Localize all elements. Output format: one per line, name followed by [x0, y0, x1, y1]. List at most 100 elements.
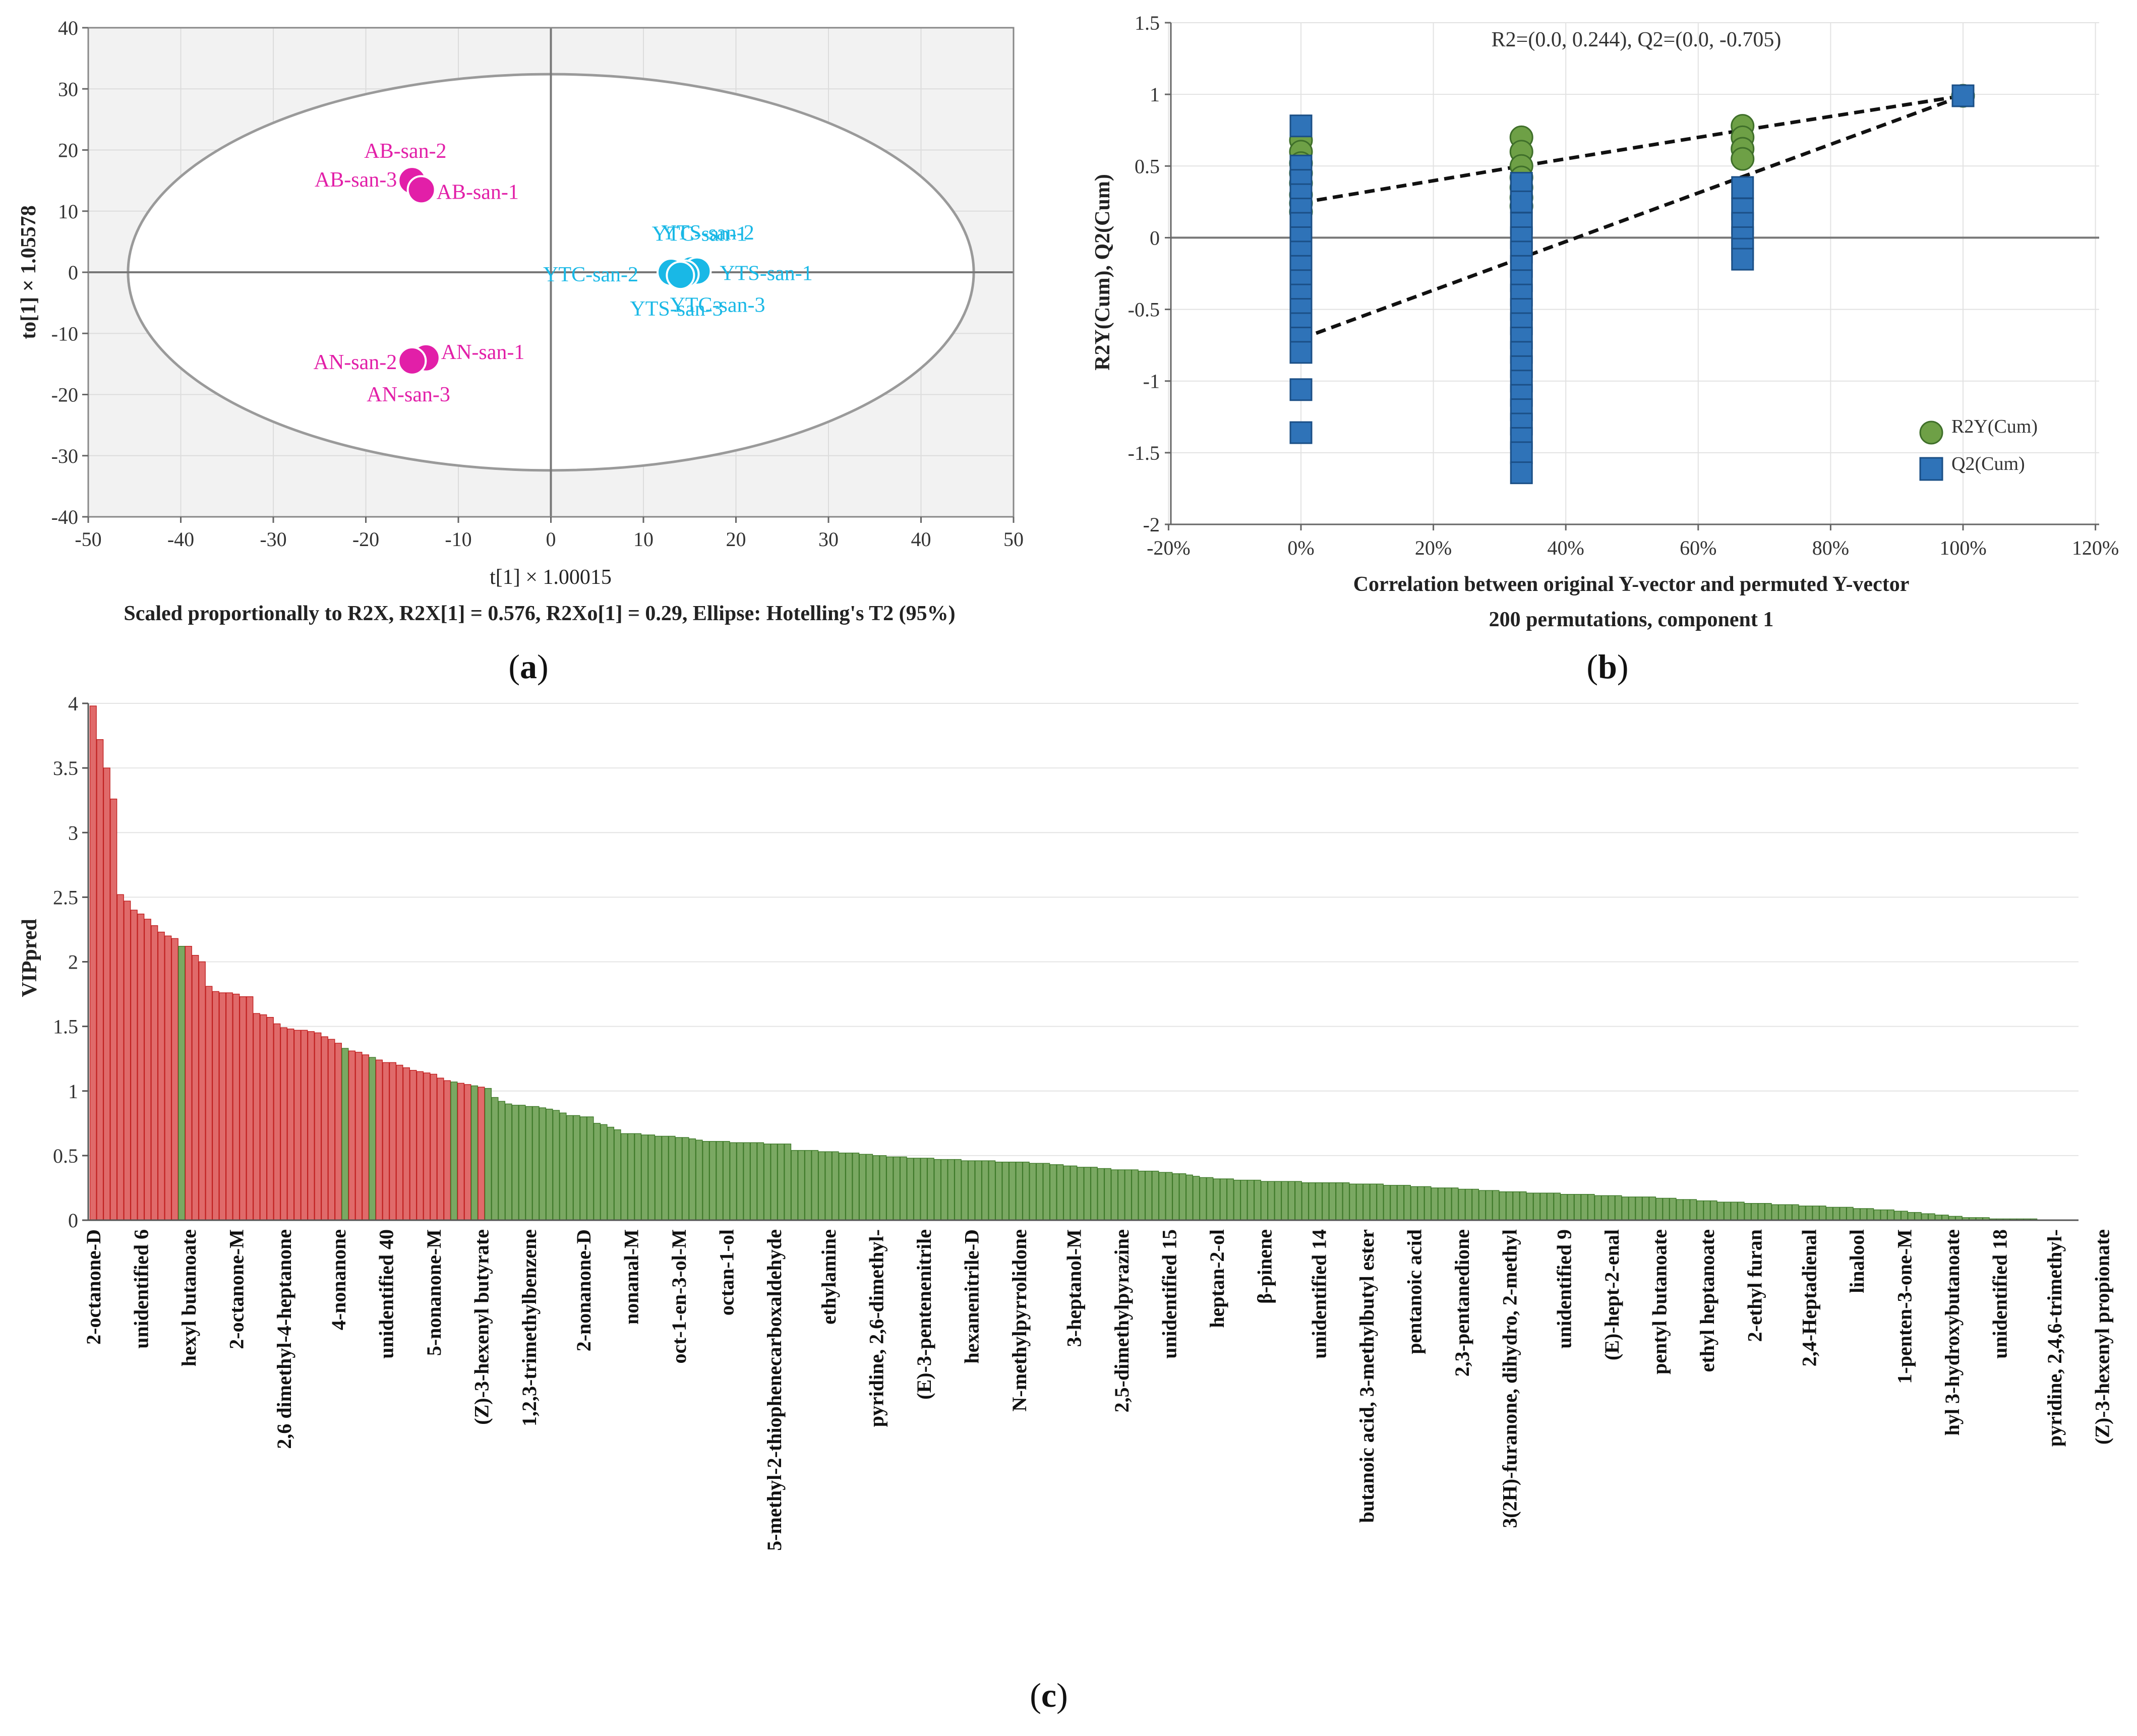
vip-compound-label: 2,6 dimethyl-4-heptanone [273, 1229, 295, 1449]
vip-bar [1751, 1203, 1758, 1221]
panel-b-y-tick-label: -2 [1143, 513, 1160, 536]
score-point-label: AB-san-3 [315, 168, 397, 192]
vip-compound-label: N-methylpyrrolidone [1008, 1229, 1031, 1411]
vip-bar [757, 1142, 764, 1221]
panel-b-x-tick-label: 0% [1287, 536, 1314, 559]
vip-bar [375, 1059, 383, 1221]
panel-b-y-tick-label: -0.5 [1128, 298, 1160, 321]
vip-compound-label: hexanenitrile-D [961, 1229, 983, 1364]
vip-bar [457, 1083, 464, 1221]
vip-bar [1274, 1181, 1282, 1221]
vip-bar [1655, 1198, 1663, 1221]
vip-bar [1254, 1179, 1261, 1221]
vip-bar [1621, 1196, 1629, 1221]
vip-bar [1805, 1206, 1813, 1221]
vip-bar [600, 1124, 608, 1221]
vip-bar [532, 1106, 540, 1221]
vip-bar [110, 798, 117, 1221]
score-point-an-san-3 [397, 346, 427, 376]
vip-bar [464, 1084, 471, 1221]
score-point-label: AN-san-1 [441, 341, 525, 364]
vip-bar [239, 996, 247, 1221]
vip-bar [811, 1150, 819, 1221]
vip-bar [1580, 1194, 1588, 1221]
vip-compound-label: pyridine, 2,4,6-trimethyl- [2043, 1229, 2066, 1447]
panel-a-y-tick-label: 30 [58, 78, 78, 100]
vip-compound-label: hexyl butanoate [177, 1229, 200, 1366]
vip-bar [1138, 1170, 1146, 1221]
panel-b-subtitle: 200 permutations, component 1 [1489, 608, 1774, 631]
vip-bar [205, 986, 213, 1221]
vip-bar [185, 946, 192, 1221]
vip-compound-label: pyridine, 2,6-dimethyl- [865, 1229, 888, 1427]
vip-bar [1471, 1188, 1479, 1221]
panel-c-y-tick-label: 3 [68, 821, 78, 844]
vip-bar [879, 1155, 887, 1221]
panel-a-x-tick-label: 20 [726, 528, 746, 551]
vip-bar [832, 1151, 839, 1221]
panel-b-y-tick-label: 0 [1150, 226, 1160, 249]
vip-bar [579, 1116, 587, 1221]
vip-bar [1104, 1168, 1111, 1221]
vip-bar [1315, 1182, 1323, 1221]
vip-bar [614, 1129, 621, 1221]
vip-bar [178, 946, 186, 1221]
vip-bar [1465, 1188, 1472, 1221]
vip-bar [96, 739, 104, 1221]
vip-bar [1485, 1190, 1493, 1221]
vip-bar [1165, 1172, 1173, 1221]
panel-b-y-tick-label: -1.5 [1128, 442, 1160, 464]
vip-compound-label: oct-1-en-3-ol-M [668, 1229, 690, 1364]
vip-bar [661, 1135, 669, 1221]
panel-b-x-tick-label: 60% [1680, 536, 1716, 559]
vip-bar [362, 1054, 369, 1221]
vip-bar [334, 1043, 342, 1221]
vip-bar [1703, 1200, 1711, 1221]
vip-bar [1193, 1176, 1200, 1221]
score-point-label: YTS-san-3 [630, 297, 723, 321]
vip-bar [559, 1112, 567, 1221]
vip-bar [505, 1103, 512, 1221]
vip-bar [470, 1085, 478, 1221]
score-point-yts-san-3 [666, 261, 695, 290]
vip-bar [1478, 1190, 1486, 1221]
panel-a-y-tick-label: -20 [51, 384, 78, 406]
vip-bar [389, 1062, 396, 1221]
panel-a-x-tick-label: -50 [75, 528, 101, 551]
vip-compound-label: β-pinene [1253, 1229, 1276, 1304]
vip-bar [695, 1140, 703, 1221]
vip-bar [1526, 1192, 1534, 1221]
vip-bar [1717, 1202, 1725, 1221]
vip-compound-label: unidentified 6 [130, 1229, 152, 1349]
vip-bar [450, 1082, 458, 1221]
vip-bar [219, 992, 226, 1221]
panel-c-y-tick-label: 4 [68, 692, 78, 715]
vip-bar [1451, 1187, 1459, 1221]
panel-c-y-label: VIPpred [18, 919, 41, 997]
vip-bar [1281, 1181, 1288, 1221]
vip-bar [1043, 1163, 1050, 1221]
vip-bar [1036, 1163, 1043, 1221]
vip-compound-label: 2-octanone-M [225, 1229, 248, 1349]
vip-bar [1683, 1199, 1690, 1221]
vip-bar [682, 1137, 689, 1221]
vip-bar [546, 1108, 553, 1221]
panel-a-y-label: to[1] × 1.05578 [17, 205, 40, 339]
vip-bar [1124, 1169, 1132, 1221]
q2-point [1510, 171, 1533, 195]
panel-a-y-tick-label: -10 [51, 322, 78, 345]
vip-bar [416, 1071, 424, 1221]
panel-b-y-ticks: 1.5 1 0.5 0 -0.5 -1 -1.5 -2 [1128, 12, 1171, 536]
vip-bar [920, 1158, 928, 1221]
panel-c-y-tick-label: 1 [68, 1080, 78, 1103]
vip-compound-label: ethylamine [817, 1229, 840, 1325]
panel-b-x-tick-label: 20% [1415, 536, 1452, 559]
vip-compound-label: linalool [1846, 1229, 1868, 1293]
vip-bar [1362, 1183, 1370, 1221]
vip-compound-label: 2-nonanone-D [572, 1229, 595, 1351]
vip-bar [1635, 1196, 1643, 1221]
vip-bar [348, 1050, 355, 1221]
vip-bar [1799, 1206, 1806, 1221]
vip-bar [232, 993, 240, 1221]
vip-compound-label: 1-penten-3-one-M [1893, 1229, 1916, 1384]
